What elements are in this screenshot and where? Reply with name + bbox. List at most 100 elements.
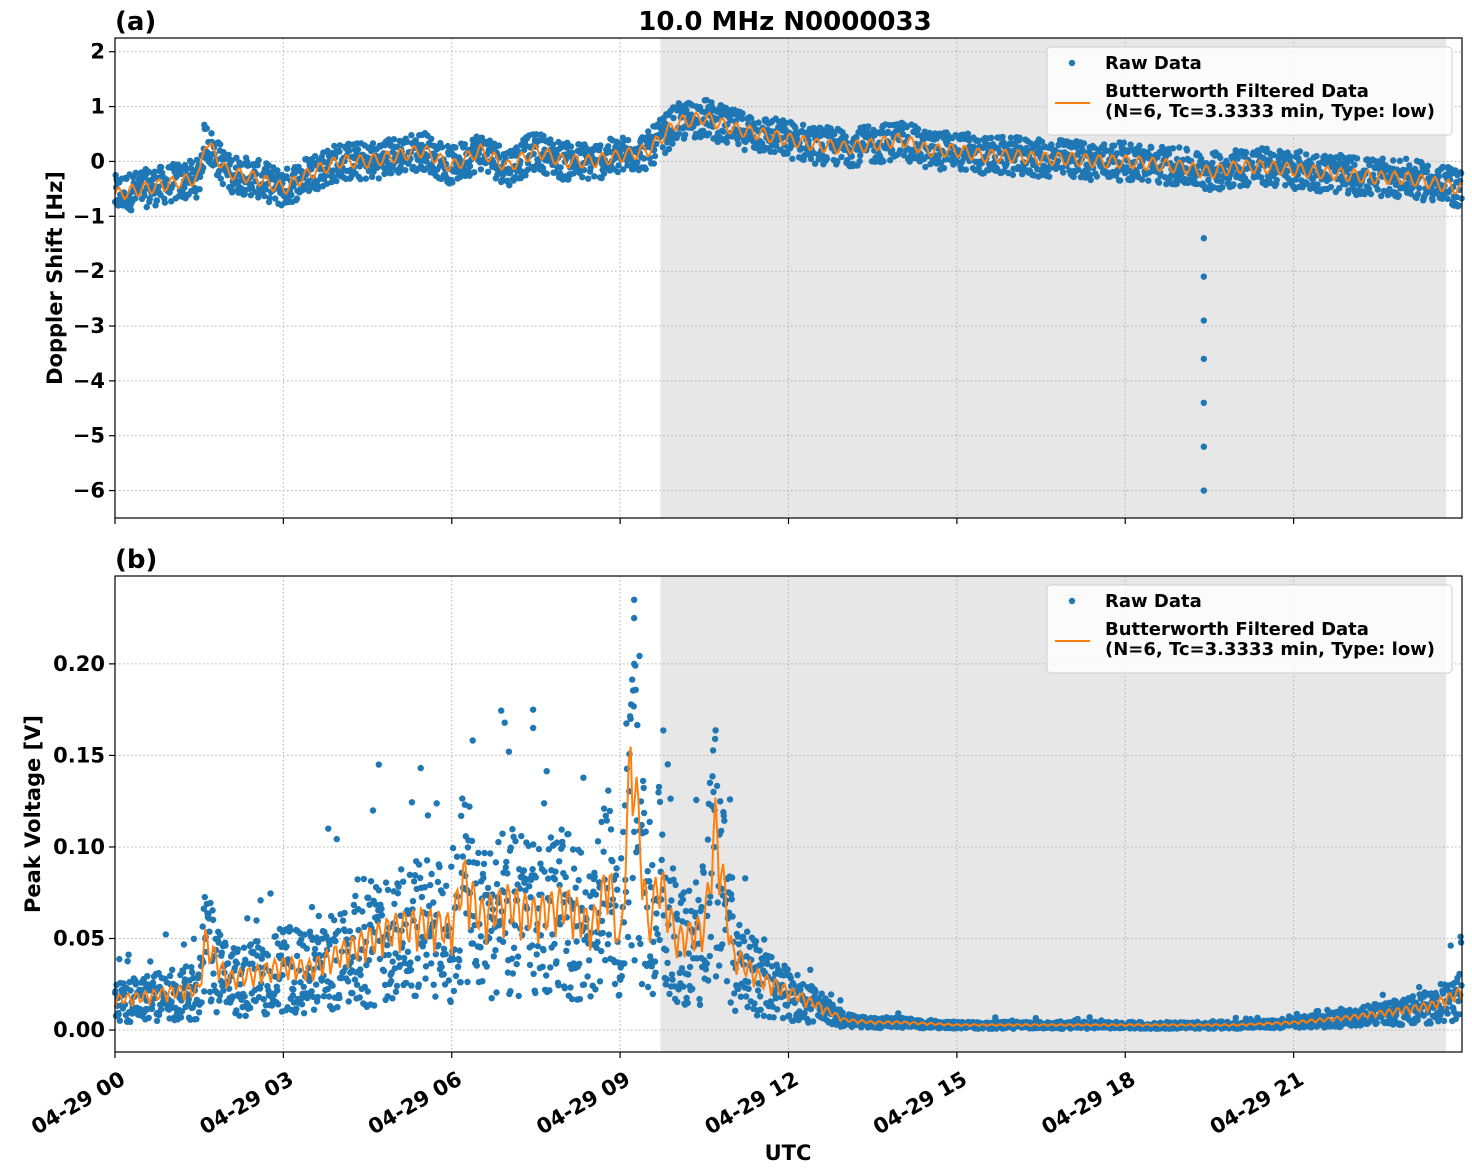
raw-data-point <box>664 761 671 768</box>
raw-data-point <box>224 960 232 967</box>
raw-data-point <box>922 163 929 171</box>
raw-data-point <box>417 764 424 772</box>
raw-data-point <box>480 874 487 882</box>
raw-data-point <box>308 988 315 995</box>
raw-data-point <box>454 963 462 970</box>
raw-data-point <box>598 947 605 955</box>
raw-data-point <box>702 966 709 973</box>
raw-data-point <box>241 993 248 1000</box>
raw-data-point <box>694 119 701 127</box>
raw-data-point <box>125 951 132 958</box>
raw-data-point <box>324 985 332 993</box>
raw-data-point <box>364 988 371 995</box>
raw-data-point <box>411 872 419 879</box>
raw-data-point <box>195 971 202 978</box>
raw-data-point <box>336 994 343 1002</box>
raw-data-point <box>427 881 434 889</box>
raw-data-point <box>652 969 659 976</box>
raw-data-point <box>448 863 455 870</box>
raw-data-point <box>683 106 690 113</box>
y-tick-label: 2 <box>90 40 105 64</box>
raw-data-point <box>404 948 412 955</box>
raw-data-point <box>428 135 435 142</box>
legend-label-filtered: Butterworth Filtered Data <box>1105 81 1369 102</box>
raw-data-point <box>705 977 712 984</box>
raw-data-point <box>728 874 736 881</box>
panel-a: 210−1−2−3−4−5−6 (a) 10.0 MHz N0000033 Do… <box>43 7 1465 524</box>
legend-box <box>1046 46 1453 136</box>
raw-data-point <box>163 176 170 183</box>
raw-data-point <box>637 940 644 947</box>
raw-data-point <box>605 931 613 938</box>
raw-data-point <box>473 962 480 969</box>
raw-data-point <box>180 941 188 948</box>
raw-data-point <box>190 935 198 942</box>
raw-data-point <box>605 143 612 150</box>
raw-data-point <box>629 676 636 683</box>
raw-data-point <box>249 960 256 967</box>
raw-data-point <box>1457 170 1465 177</box>
raw-data-point <box>615 162 622 169</box>
raw-data-point <box>1390 157 1397 164</box>
raw-data-point <box>629 874 636 882</box>
raw-data-point <box>410 878 418 885</box>
raw-data-point <box>556 858 563 865</box>
raw-data-point <box>1003 160 1010 167</box>
raw-data-point <box>522 887 529 894</box>
raw-data-point <box>408 132 415 139</box>
raw-data-point <box>957 166 965 173</box>
raw-data-point <box>333 835 340 843</box>
raw-data-point <box>1165 150 1173 157</box>
raw-data-point <box>680 889 688 896</box>
raw-data-point <box>275 1001 282 1008</box>
raw-data-point <box>808 131 815 138</box>
raw-data-point <box>329 982 336 989</box>
raw-data-point <box>225 151 232 159</box>
raw-data-point <box>216 992 224 999</box>
raw-data-point <box>207 899 214 907</box>
raw-data-point <box>555 982 562 989</box>
raw-data-point <box>547 964 554 971</box>
raw-data-point <box>418 893 426 901</box>
raw-data-point <box>1313 152 1320 160</box>
raw-data-point <box>208 130 215 137</box>
raw-data-point <box>459 795 466 802</box>
raw-data-point <box>341 927 349 935</box>
raw-data-point <box>354 876 361 883</box>
raw-data-point <box>240 944 248 951</box>
raw-data-point <box>703 960 710 967</box>
raw-data-point <box>727 999 734 1006</box>
raw-data-point <box>450 956 457 963</box>
raw-data-point <box>357 971 364 979</box>
raw-data-point <box>208 996 215 1003</box>
raw-data-point <box>395 954 403 961</box>
raw-data-point <box>357 176 364 183</box>
raw-data-point <box>203 125 210 132</box>
raw-data-point <box>469 737 476 744</box>
raw-data-point <box>547 834 555 841</box>
raw-data-point <box>746 943 753 950</box>
raw-data-point <box>745 978 752 986</box>
raw-data-point <box>576 960 583 967</box>
raw-data-point <box>1136 142 1143 149</box>
raw-data-point <box>642 165 649 173</box>
raw-data-point <box>408 799 416 806</box>
raw-data-point <box>188 159 195 167</box>
raw-data-point <box>445 977 452 984</box>
raw-data-point <box>598 818 605 826</box>
raw-data-point <box>475 849 482 857</box>
raw-data-point <box>172 982 179 989</box>
raw-data-point <box>461 141 468 148</box>
raw-data-point <box>215 939 222 946</box>
raw-data-point <box>595 879 603 886</box>
raw-data-point <box>1155 179 1163 186</box>
raw-data-point <box>1116 177 1124 184</box>
raw-data-point <box>320 993 328 1000</box>
raw-data-point <box>371 1002 378 1009</box>
raw-data-point <box>789 155 796 162</box>
raw-data-point <box>647 884 655 891</box>
raw-data-point <box>1346 165 1354 172</box>
raw-data-point <box>689 985 696 992</box>
raw-data-point <box>394 890 402 897</box>
raw-data-point <box>624 136 632 144</box>
